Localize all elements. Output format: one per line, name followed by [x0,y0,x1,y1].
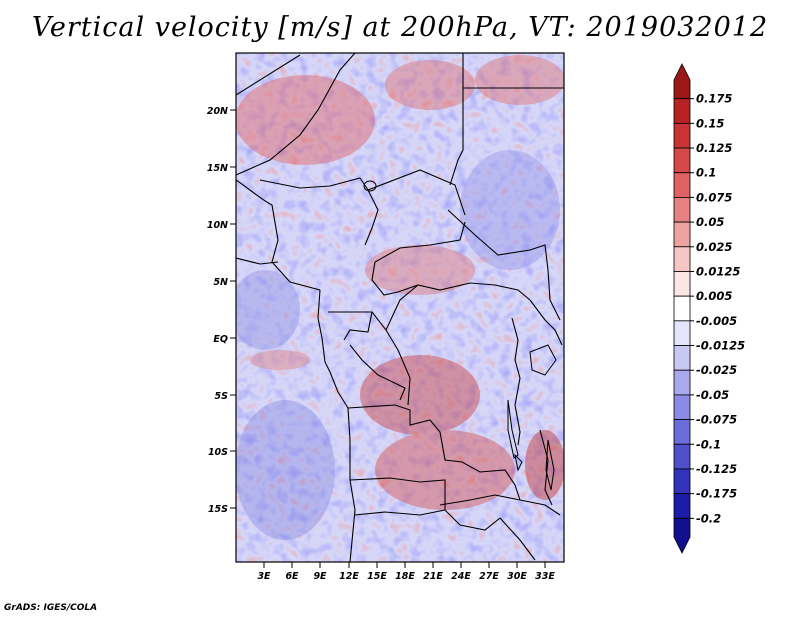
lon-label: 3E [257,571,271,582]
latitude-axis: 20N 15N 10N 5N EQ 5S 10S 15S [207,106,236,515]
lat-label: EQ [213,334,228,345]
country-borders [236,53,564,562]
map-frame [235,52,565,563]
colorbar-swatch [673,369,691,396]
colorbar-swatch [673,345,691,371]
colorbar-label: -0.075 [696,413,737,427]
lakes [363,180,557,491]
colorbar-label: -0.025 [696,363,737,377]
lon-label: 9E [313,571,327,582]
colorbar-swatch [673,147,691,174]
colorbar-label: -0.0125 [696,339,745,353]
colorbar-swatch [673,394,691,420]
colorbar-label: -0.125 [696,462,737,476]
lat-label: 10S [208,447,228,458]
colorbar-swatch [673,493,691,519]
colorbar-swatch [673,172,691,198]
colorbar-swatch [673,63,691,100]
colorbar-label: 0.075 [696,190,732,204]
colorbar-label: 0.125 [696,141,732,155]
lon-label: 33E [535,571,555,582]
lon-label: 21E [423,571,443,582]
colorbar-swatch [673,122,691,149]
lat-label: 15S [208,504,228,515]
lon-label: 18E [395,571,415,582]
lon-label: 15E [367,571,387,582]
lat-label: 10N [207,220,228,231]
velocity-field [236,53,564,562]
lat-label: 20N [207,106,228,117]
colorbar-label: 0.005 [696,289,732,303]
lon-label: 27E [479,571,499,582]
lon-label: 6E [285,571,299,582]
colorbar-swatch [673,246,691,272]
colorbar-label: -0.175 [696,487,737,501]
lat-label: 15N [207,163,228,174]
lat-label: 5N [213,277,228,288]
colorbar-swatch [673,443,691,470]
colorbar-label: 0.175 [696,92,732,106]
longitude-axis: 3E 6E 9E 12E 15E 18E 21E 24E 27E 30E 33E [257,562,555,582]
colorbar-label: -0.2 [696,511,721,525]
colorbar-label: -0.005 [696,314,737,328]
colorbar-label: -0.1 [696,437,721,451]
colorbar-label: 0.1 [696,166,716,180]
lon-label: 12E [339,571,359,582]
footer-credit: GrADS: IGES/COLA [4,603,98,613]
colorbar-swatch [673,271,691,297]
lat-label: 5S [215,391,229,402]
colorbar-label: 0.025 [696,240,732,254]
colorbar-label: 0.05 [696,215,724,229]
colorbar: 0.175 0.15 0.125 0.1 0.075 0.05 0.025 0.0125 0.0… [673,63,745,554]
colorbar-swatch [673,197,691,223]
colorbar-swatch [673,517,691,554]
colorbar-swatch [673,295,691,322]
colorbar-label: 0.15 [696,116,724,130]
lon-label: 24E [451,571,471,582]
colorbar-label: -0.05 [696,388,729,402]
colorbar-label: 0.0125 [696,264,740,278]
lon-label: 30E [507,571,527,582]
colorbar-swatch [673,320,691,346]
colorbar-swatch [673,98,691,124]
colorbar-swatch [673,419,691,445]
chart-title: Vertical velocity [m/s] at 200hPa, VT: 2… [31,12,769,43]
colorbar-swatch [673,468,691,495]
colorbar-swatch [673,221,691,248]
